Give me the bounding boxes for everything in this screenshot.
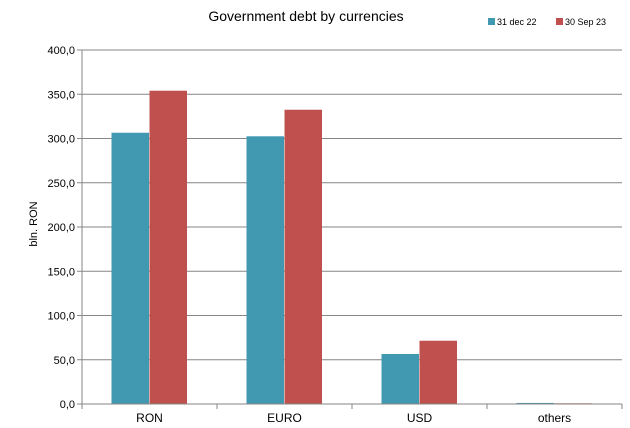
bar-others-series-1	[516, 402, 554, 404]
legend-swatch-31-dec-22	[488, 18, 495, 25]
bar-ron-series-2	[149, 90, 187, 405]
y-tick-label: 250,0	[47, 178, 75, 190]
y-tick-label: 300,0	[47, 134, 75, 146]
y-tick-label: 0,0	[60, 399, 75, 411]
y-tick-label: 200,0	[47, 222, 75, 234]
legend-label-30-sep-23: 30 Sep 23	[565, 17, 606, 27]
y-tick-label: 350,0	[47, 89, 75, 101]
legend-swatch-30-sep-23	[556, 18, 563, 25]
bar-euro-series-2	[284, 109, 322, 405]
bar-usd-series-1	[381, 353, 419, 404]
y-tick-label: 50,0	[54, 355, 75, 367]
x-category-label: RON	[136, 411, 163, 425]
y-axis-ticks: 0,0 50,0 100,0 150,0 200,0 250,0 300,0 350,0 400…	[47, 45, 82, 411]
y-axis-label: bln. RON	[28, 201, 40, 246]
chart-title: Government debt by currencies	[208, 8, 403, 24]
bars	[111, 90, 592, 405]
y-tick-label: 400,0	[47, 45, 75, 57]
bar-euro-series-1	[246, 136, 284, 404]
legend-label-31-dec-22: 31 dec 22	[497, 17, 537, 27]
legend: 31 dec 22 30 Sep 23	[488, 17, 606, 27]
bar-ron-series-1	[111, 132, 149, 404]
x-axis-ticks: RON EURO USD others	[81, 404, 623, 425]
y-tick-label: 100,0	[47, 311, 75, 323]
bar-usd-series-2	[419, 340, 457, 404]
x-category-label: others	[538, 411, 571, 425]
y-tick-label: 150,0	[47, 266, 75, 278]
x-category-label: EURO	[267, 411, 302, 425]
x-category-label: USD	[407, 411, 433, 425]
